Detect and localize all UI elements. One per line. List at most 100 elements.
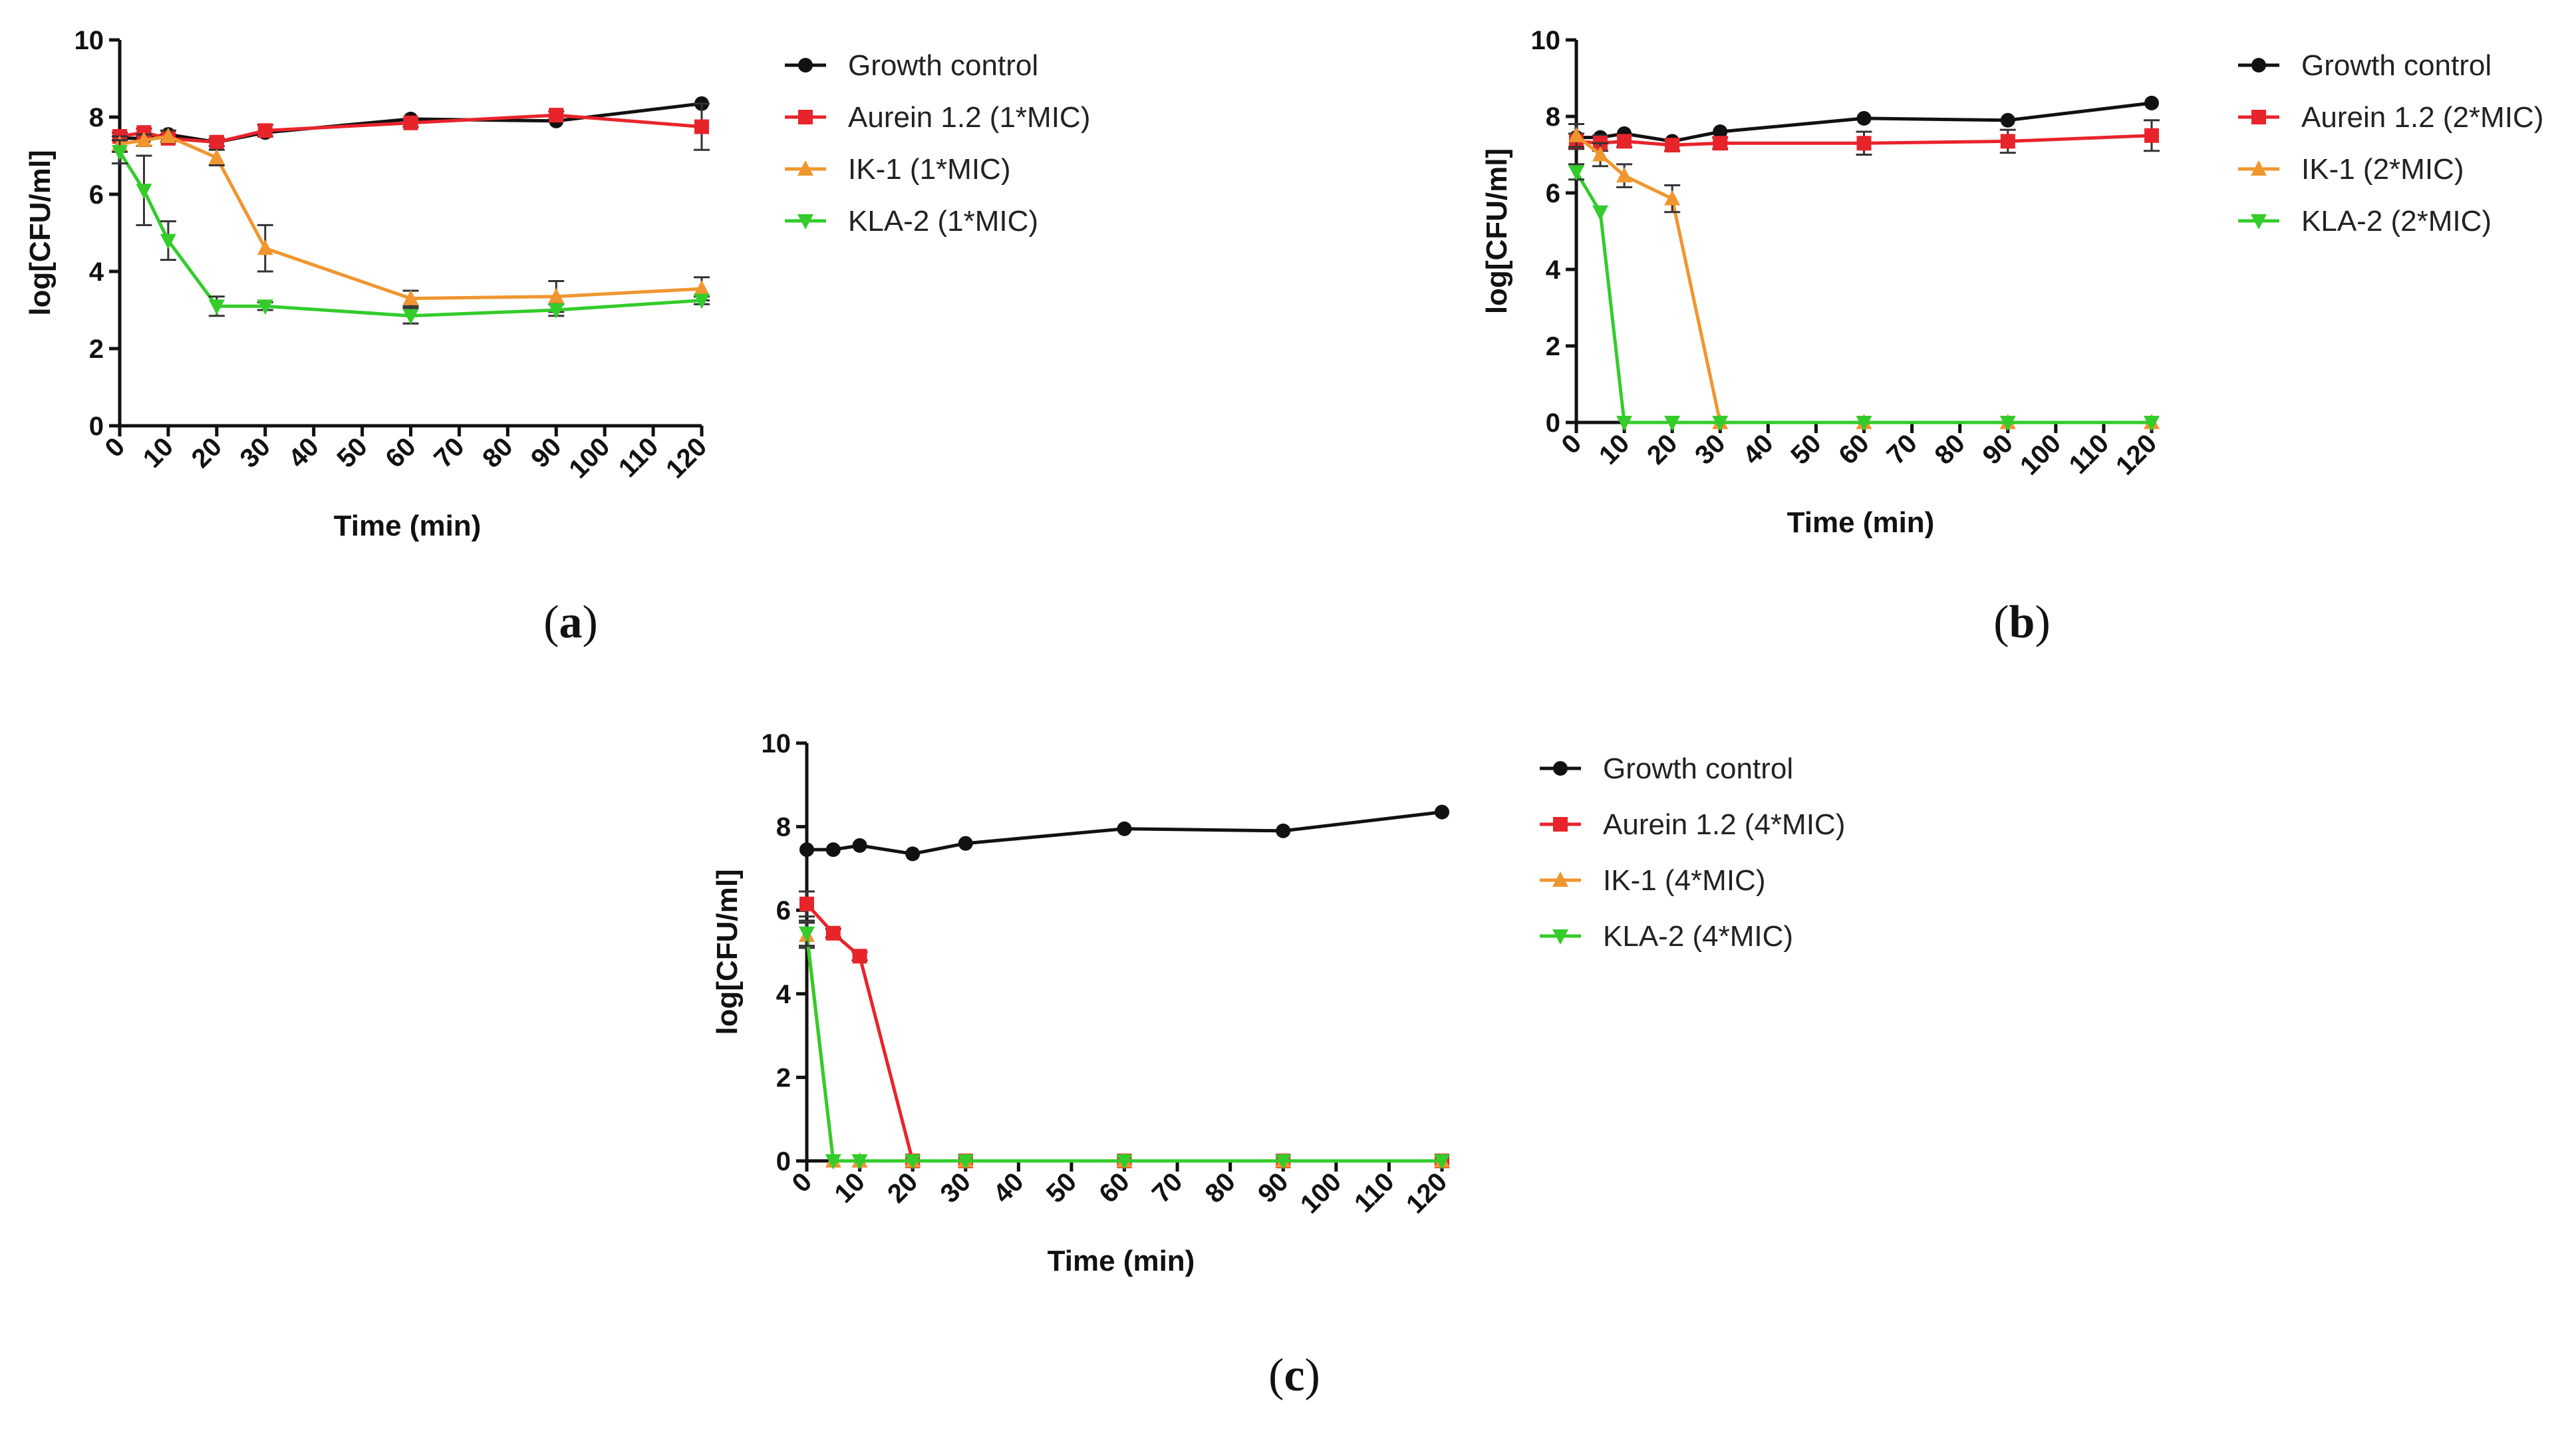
data-point: [257, 123, 273, 138]
legend-item: Growth control: [1540, 752, 1793, 785]
data-point: [1616, 167, 1633, 183]
data-point: [851, 1154, 868, 1170]
legend-swatch-marker: [797, 214, 813, 230]
y-tick-label: 2: [776, 1063, 791, 1092]
data-point: [905, 846, 921, 862]
x-axis-label: Time (min): [1787, 506, 1935, 539]
legend: Growth control Aurein 1.2 (4*MIC) IK-1 (4*…: [1540, 752, 1845, 953]
panel-caption-part: (: [1993, 597, 2009, 648]
data-point: [403, 115, 418, 130]
x-tick-label: 50: [331, 432, 373, 474]
legend-item: Growth control: [2238, 49, 2492, 82]
legend-label: Aurein 1.2 (2*MIC): [2301, 101, 2543, 134]
legend-label: KLA-2 (2*MIC): [2301, 205, 2492, 238]
legend-item: KLA-2 (4*MIC): [1540, 920, 1793, 953]
x-tick-label: 120: [2110, 428, 2162, 480]
panel-caption-part: (: [543, 597, 559, 648]
x-tick-label: 60: [1833, 428, 1875, 470]
x-tick-label: 20: [1642, 428, 1683, 470]
legend-swatch-marker: [1553, 817, 1568, 832]
y-tick-label: 10: [762, 729, 791, 758]
y-axis-label: log[CFU/ml]: [711, 869, 744, 1035]
panel-caption: (b): [1993, 597, 2051, 648]
data-point: [825, 1154, 841, 1170]
series-line: [805, 903, 1442, 1163]
series-kla-2: [799, 919, 1450, 1170]
x-tick-label: 30: [1689, 428, 1731, 470]
x-tick-label: 90: [1252, 1167, 1294, 1209]
x-tick-label: 0: [1556, 428, 1588, 460]
panel-caption-part: ): [1305, 1350, 1320, 1401]
x-tick-label: 80: [1929, 428, 1971, 470]
x-tick-label: 110: [2064, 428, 2115, 480]
x-tick-label: 40: [988, 1167, 1030, 1209]
legend-swatch-marker: [2251, 110, 2266, 124]
data-point: [1568, 126, 1584, 142]
y-tick-label: 10: [74, 26, 104, 55]
y-tick-label: 2: [89, 335, 104, 364]
legend-item: KLA-2 (1*MIC): [785, 205, 1038, 238]
x-tick-label: 90: [1977, 428, 2019, 470]
data-point: [1713, 136, 1728, 151]
data-point: [208, 148, 225, 164]
data-point: [1568, 165, 1584, 181]
data-point: [2000, 112, 2015, 128]
data-point: [402, 309, 419, 325]
data-point: [257, 299, 273, 315]
x-tick-label: 100: [1295, 1167, 1347, 1219]
x-tick-label: 80: [477, 432, 519, 474]
legend-label: Growth control: [1603, 752, 1793, 785]
x-tick-label: 110: [613, 432, 664, 483]
y-tick-label: 8: [1546, 102, 1560, 132]
data-point: [1435, 804, 1449, 820]
data-point: [1592, 205, 1609, 221]
legend-item: Aurein 1.2 (4*MIC): [1540, 808, 1845, 841]
legend-label: Aurein 1.2 (1*MIC): [848, 101, 1090, 134]
legend-item: Aurein 1.2 (2*MIC): [2238, 101, 2543, 134]
data-point: [1713, 124, 1728, 139]
legend-item: IK-1 (2*MIC): [2238, 153, 2464, 186]
legend-item: Growth control: [785, 49, 1038, 82]
panel-caption-part: a: [559, 597, 583, 648]
y-tick-label: 4: [89, 257, 104, 287]
data-point: [1276, 823, 1291, 838]
panel-caption: (c): [1268, 1350, 1320, 1401]
series-aurein-1-2: [799, 890, 1449, 1168]
data-point: [825, 842, 841, 858]
data-point: [905, 1154, 921, 1170]
legend-item: IK-1 (1*MIC): [785, 153, 1010, 186]
legend-swatch-marker: [1552, 872, 1568, 887]
series-line: [805, 933, 1442, 1163]
data-point: [208, 299, 225, 315]
x-tick-label: 0: [100, 432, 131, 463]
x-tick-label: 110: [1349, 1167, 1400, 1218]
data-point: [112, 145, 128, 161]
series-line: [118, 150, 702, 318]
x-tick-label: 50: [1041, 1167, 1083, 1209]
x-tick-label: 70: [1147, 1167, 1189, 1209]
x-tick-label: 10: [829, 1167, 871, 1209]
legend-label: IK-1 (1*MIC): [848, 153, 1010, 186]
x-tick-label: 60: [380, 432, 422, 474]
data-point: [548, 287, 565, 303]
panel-caption: (a): [543, 597, 598, 648]
series-line: [1575, 134, 2152, 424]
legend-label: IK-1 (4*MIC): [1603, 864, 1765, 897]
y-axis-label: log[CFU/ml]: [1481, 148, 1513, 314]
y-tick-label: 6: [776, 896, 791, 925]
x-tick-label: 10: [138, 432, 180, 474]
data-point: [1856, 110, 1872, 126]
data-point: [136, 184, 152, 200]
legend-swatch-marker: [2251, 58, 2266, 73]
data-point: [694, 280, 710, 296]
y-tick-label: 6: [89, 180, 104, 210]
x-tick-label: 90: [525, 432, 567, 474]
y-tick-label: 8: [89, 103, 104, 132]
legend-label: KLA-2 (1*MIC): [848, 205, 1038, 238]
x-axis-label: Time (min): [334, 510, 482, 542]
legend: Growth control Aurein 1.2 (1*MIC) IK-1 (1*…: [785, 49, 1090, 238]
